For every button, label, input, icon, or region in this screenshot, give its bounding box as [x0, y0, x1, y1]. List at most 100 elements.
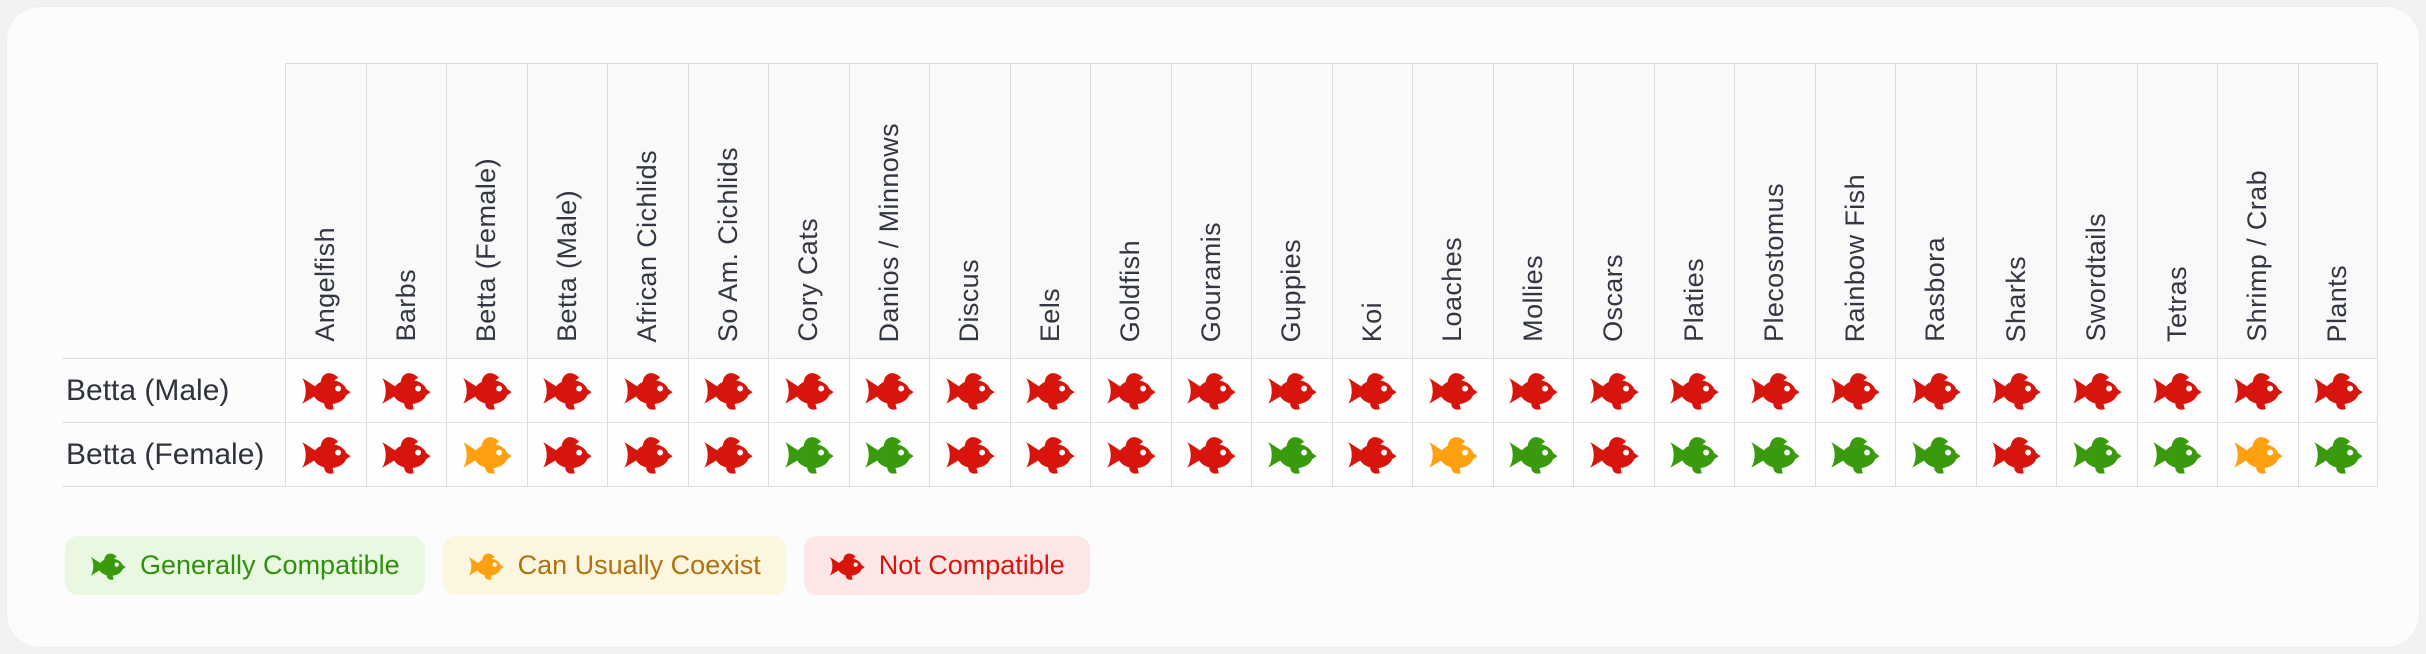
fish-icon	[704, 373, 753, 410]
column-header: Sharks	[1975, 63, 2056, 358]
column-header: Tetras	[2136, 63, 2217, 358]
fish-icon	[1348, 437, 1397, 474]
compatibility-cell	[2217, 422, 2298, 487]
column-header-label: African Cichlids	[632, 149, 663, 342]
fish-icon	[945, 373, 995, 410]
legend-label: Can Usually Coexist	[517, 550, 761, 580]
column-header-label: Goldfish	[1115, 239, 1146, 342]
compatibility-cell	[1251, 358, 1332, 422]
compatibility-cell	[365, 422, 446, 487]
column-header-label: Angelfish	[310, 227, 341, 342]
column-header: Goldfish	[1090, 63, 1171, 358]
compatibility-cell	[1412, 358, 1493, 422]
fish-icon	[1992, 437, 2041, 474]
fish-icon	[1187, 373, 1236, 410]
column-header: Danios / Minnows	[848, 63, 929, 358]
compatibility-cell	[607, 422, 688, 487]
fish-icon	[2072, 373, 2122, 410]
fish-icon	[1750, 373, 1800, 410]
fish-icon	[2313, 437, 2363, 474]
column-header: Mollies	[1492, 63, 1573, 358]
compatibility-cell	[2056, 422, 2137, 487]
compatibility-cell	[1331, 358, 1412, 422]
column-header: Rasbora	[1895, 63, 1976, 358]
compatibility-cell	[929, 358, 1010, 422]
compatibility-cell	[1573, 422, 1654, 487]
fish-icon	[623, 373, 673, 410]
fish-icon	[468, 551, 504, 581]
fish-icon	[468, 553, 504, 580]
compatibility-cell	[526, 358, 607, 422]
compatibility-cell	[1412, 422, 1493, 487]
fish-icon	[1831, 373, 1880, 410]
fish-icon	[1992, 373, 2041, 410]
compatibility-cell	[1170, 422, 1251, 487]
fish-icon	[382, 437, 431, 474]
column-header-label: Betta (Male)	[551, 190, 582, 342]
compatibility-cell	[1975, 422, 2056, 487]
column-header: Rainbow Fish	[1814, 63, 1895, 358]
fish-icon	[1106, 437, 1156, 474]
compatibility-cell	[687, 422, 768, 487]
column-header-label: Gouramis	[1195, 221, 1226, 342]
fish-icon	[2233, 437, 2283, 474]
fish-icon	[1670, 437, 1719, 474]
fish-icon	[2313, 373, 2363, 410]
fish-icon	[1670, 373, 1719, 410]
column-header: Shrimp / Crab	[2217, 63, 2298, 358]
column-header: So Am. Cichlids	[687, 63, 768, 358]
fish-icon	[2153, 437, 2202, 474]
compatibility-cell	[1492, 358, 1573, 422]
table-corner-spacer	[62, 63, 285, 358]
column-header-label: Tetras	[2161, 266, 2192, 342]
fish-icon	[2072, 437, 2122, 474]
column-header: Gouramis	[1170, 63, 1251, 358]
compatibility-cell	[607, 358, 688, 422]
column-header: Loaches	[1412, 63, 1493, 358]
column-header: Koi	[1331, 63, 1412, 358]
column-header-label: Eels	[1034, 287, 1065, 342]
fish-icon	[2153, 373, 2202, 410]
compatibility-cell	[1895, 422, 1976, 487]
fish-icon	[1428, 373, 1478, 410]
fish-icon	[1509, 437, 1558, 474]
compatibility-cell	[1009, 358, 1090, 422]
fish-icon	[1187, 437, 1236, 474]
fish-icon	[829, 553, 865, 580]
column-header: Platies	[1653, 63, 1734, 358]
column-header-label: Barbs	[390, 269, 421, 342]
compatibility-cell	[1492, 422, 1573, 487]
compatibility-cell	[2136, 422, 2217, 487]
fish-icon	[1589, 373, 1639, 410]
compatibility-table: Angelfish Barbs Betta (Female) Betta (Male)…	[62, 63, 2378, 487]
column-header-label: Oscars	[1598, 254, 1629, 342]
row-label: Betta (Female)	[62, 422, 285, 487]
compatibility-cell	[2297, 422, 2378, 487]
compatibility-cell	[768, 358, 849, 422]
column-header-label: Discus	[954, 258, 985, 342]
column-header: Swordtails	[2056, 63, 2137, 358]
fish-icon	[1026, 373, 1075, 410]
fish-icon	[1428, 437, 1478, 474]
fish-icon	[1026, 437, 1075, 474]
fish-icon	[543, 437, 592, 474]
column-header: Oscars	[1573, 63, 1654, 358]
compatibility-cell	[1653, 358, 1734, 422]
column-header-label: Swordtails	[2081, 213, 2112, 342]
column-header-label: Plecostomus	[1759, 183, 1790, 342]
legend-label: Not Compatible	[878, 550, 1065, 580]
compatibility-cell	[1573, 358, 1654, 422]
fish-icon	[1911, 437, 1961, 474]
compatibility-cell	[1653, 422, 1734, 487]
column-header-label: Loaches	[1437, 237, 1468, 342]
compatibility-cell	[687, 358, 768, 422]
compatibility-cell	[285, 358, 366, 422]
compatibility-cell	[929, 422, 1010, 487]
column-header: Cory Cats	[768, 63, 849, 358]
fish-icon	[829, 551, 865, 581]
fish-icon	[462, 373, 512, 410]
fish-icon	[301, 373, 351, 410]
compatibility-cell	[1734, 422, 1815, 487]
legend-item-can-usually-coexist: Can Usually Coexist	[442, 536, 786, 595]
column-header-label: Rainbow Fish	[1839, 173, 1870, 342]
